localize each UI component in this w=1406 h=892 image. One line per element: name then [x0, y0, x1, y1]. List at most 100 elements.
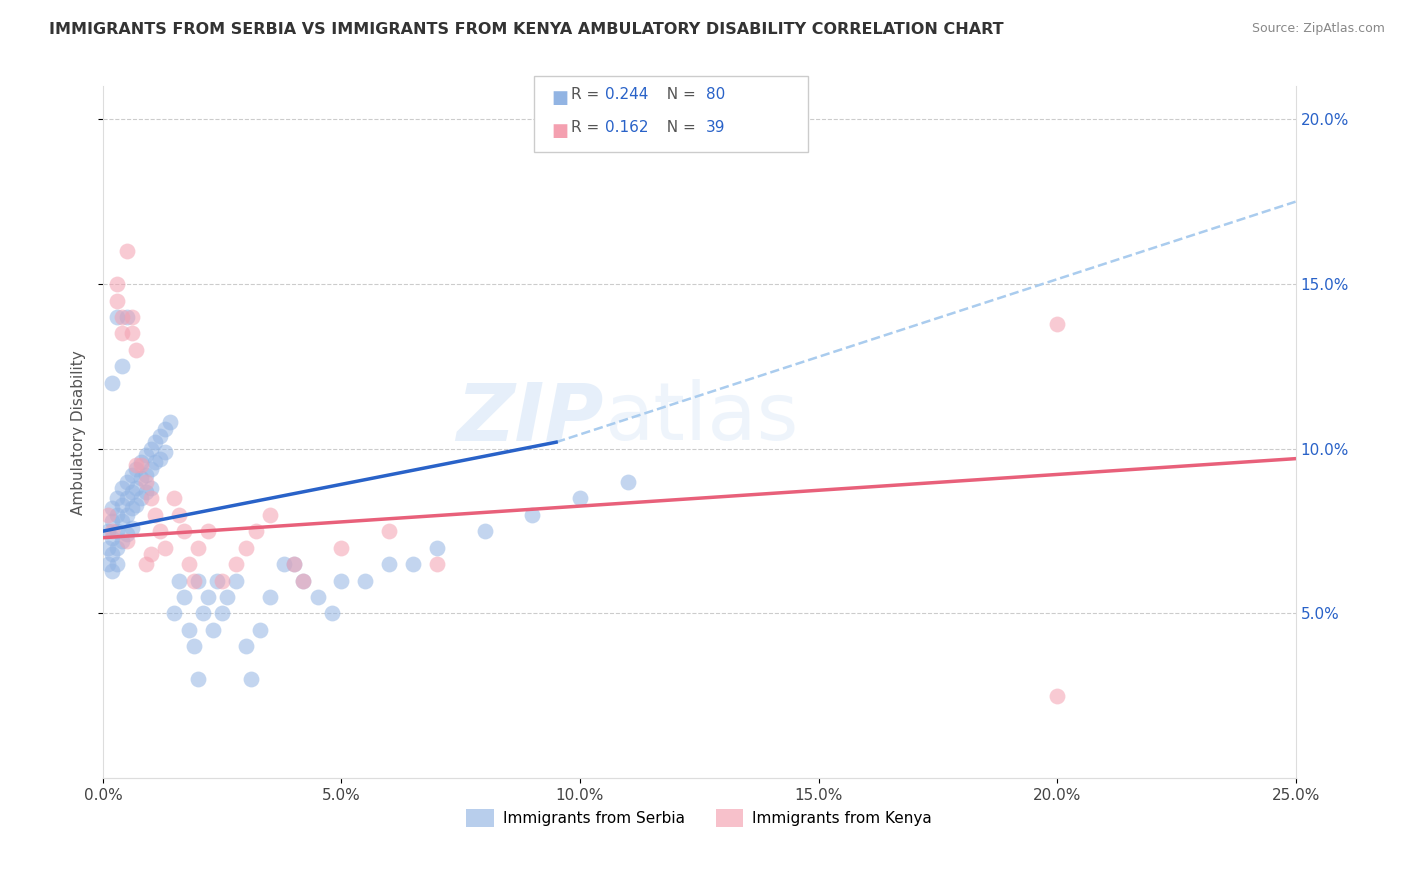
Point — [283, 557, 305, 571]
Point — [105, 541, 128, 555]
Point — [101, 524, 124, 538]
Point — [402, 557, 425, 571]
Text: 39: 39 — [706, 120, 725, 136]
Point — [307, 590, 329, 604]
Point — [225, 557, 247, 571]
Point — [129, 491, 152, 506]
Point — [211, 607, 233, 621]
Point — [177, 557, 200, 571]
Point — [121, 484, 143, 499]
Point — [121, 521, 143, 535]
Point — [292, 574, 315, 588]
Point — [191, 607, 214, 621]
Point — [215, 590, 238, 604]
Text: N =: N = — [657, 120, 700, 136]
Point — [97, 557, 120, 571]
Point — [249, 623, 271, 637]
Point — [273, 557, 295, 571]
Point — [1046, 317, 1069, 331]
Point — [101, 564, 124, 578]
Point — [197, 524, 219, 538]
Point — [97, 541, 120, 555]
Text: 80: 80 — [706, 87, 725, 103]
Legend: Immigrants from Serbia, Immigrants from Kenya: Immigrants from Serbia, Immigrants from … — [460, 803, 938, 833]
Point — [115, 244, 138, 258]
Point — [111, 498, 134, 512]
Point — [135, 484, 157, 499]
Point — [225, 574, 247, 588]
Point — [121, 310, 143, 324]
Point — [153, 422, 176, 436]
Point — [145, 435, 167, 450]
Point — [135, 557, 157, 571]
Point — [239, 673, 262, 687]
Point — [121, 501, 143, 516]
Point — [145, 455, 167, 469]
Point — [163, 491, 186, 506]
Point — [139, 461, 162, 475]
Point — [145, 508, 167, 522]
Point — [522, 508, 544, 522]
Point — [167, 508, 190, 522]
Point — [354, 574, 377, 588]
Point — [105, 508, 128, 522]
Point — [97, 508, 120, 522]
Text: R =: R = — [571, 120, 605, 136]
Point — [105, 491, 128, 506]
Point — [173, 590, 195, 604]
Text: IMMIGRANTS FROM SERBIA VS IMMIGRANTS FROM KENYA AMBULATORY DISABILITY CORRELATIO: IMMIGRANTS FROM SERBIA VS IMMIGRANTS FRO… — [49, 22, 1004, 37]
Point — [207, 574, 229, 588]
Point — [153, 445, 176, 459]
Point — [135, 468, 157, 483]
Point — [187, 673, 209, 687]
Point — [211, 574, 233, 588]
Point — [569, 491, 592, 506]
Point — [111, 534, 134, 549]
Point — [97, 524, 120, 538]
Point — [105, 557, 128, 571]
Text: 0.244: 0.244 — [605, 87, 648, 103]
Text: N =: N = — [657, 87, 700, 103]
Point — [129, 455, 152, 469]
Point — [115, 310, 138, 324]
Point — [111, 481, 134, 495]
Point — [183, 640, 205, 654]
Text: atlas: atlas — [603, 379, 799, 458]
Y-axis label: Ambulatory Disability: Ambulatory Disability — [72, 350, 86, 515]
Point — [121, 468, 143, 483]
Point — [173, 524, 195, 538]
Point — [159, 416, 181, 430]
Point — [139, 491, 162, 506]
Point — [149, 524, 172, 538]
Point — [330, 574, 353, 588]
Point — [115, 534, 138, 549]
Point — [125, 498, 148, 512]
Point — [330, 541, 353, 555]
Point — [259, 590, 281, 604]
Point — [101, 547, 124, 561]
Point — [1046, 689, 1069, 703]
Point — [616, 475, 638, 489]
Point — [167, 574, 190, 588]
Point — [197, 590, 219, 604]
Point — [105, 277, 128, 291]
Point — [149, 428, 172, 442]
Point — [474, 524, 496, 538]
Point — [378, 557, 401, 571]
Point — [187, 541, 209, 555]
Point — [426, 541, 449, 555]
Point — [139, 442, 162, 456]
Point — [135, 475, 157, 489]
Point — [105, 293, 128, 308]
Point — [129, 471, 152, 485]
Point — [129, 458, 152, 473]
Point — [101, 514, 124, 528]
Point — [378, 524, 401, 538]
Point — [235, 541, 257, 555]
Text: R =: R = — [571, 87, 605, 103]
Point — [235, 640, 257, 654]
Point — [101, 501, 124, 516]
Point — [139, 481, 162, 495]
Point — [115, 527, 138, 541]
Point — [125, 461, 148, 475]
